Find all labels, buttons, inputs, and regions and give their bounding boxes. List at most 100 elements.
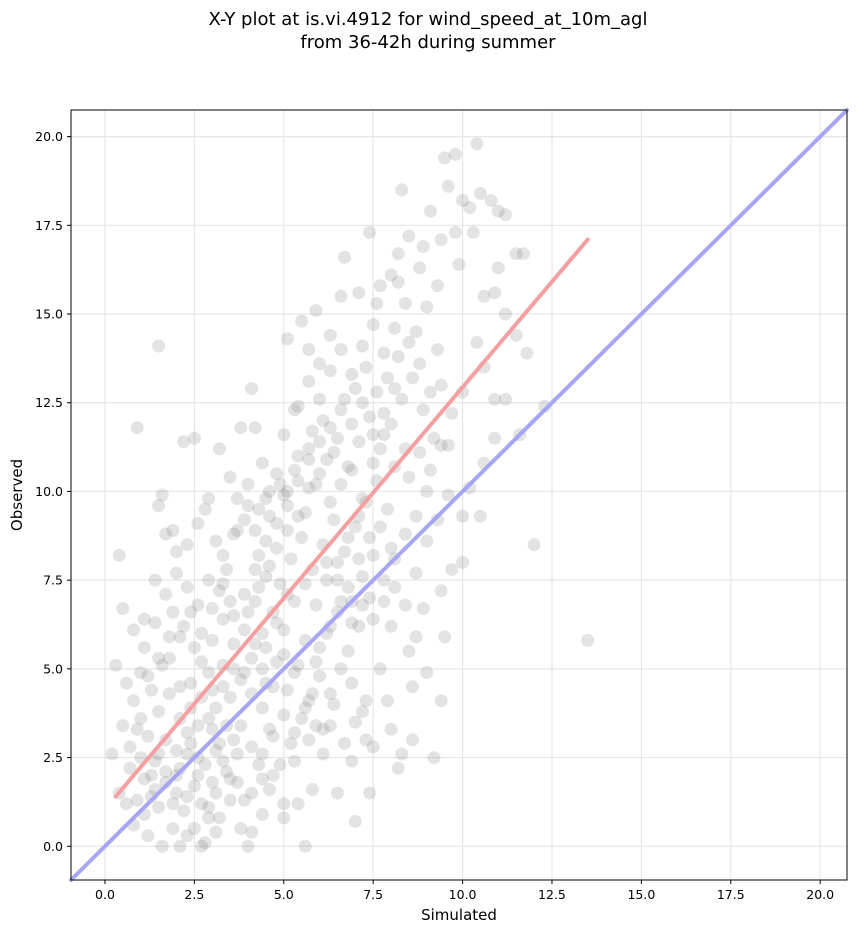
scatter-point <box>209 825 223 839</box>
scatter-point <box>470 137 484 151</box>
scatter-point <box>391 247 405 261</box>
scatter-point <box>277 648 291 662</box>
scatter-point <box>409 566 423 580</box>
scatter-point <box>177 804 191 818</box>
scatter-point <box>180 538 194 552</box>
scatter-point <box>413 357 427 371</box>
scatter-point <box>166 797 180 811</box>
scatter-point <box>348 715 362 729</box>
scatter-point <box>448 225 462 239</box>
scatter-point <box>255 747 269 761</box>
y-tick-label: 15.0 <box>35 307 63 322</box>
scatter-point <box>395 183 409 197</box>
scatter-point <box>155 839 169 853</box>
scatter-point <box>198 502 212 516</box>
scatter-point <box>298 577 312 591</box>
scatter-point <box>173 680 187 694</box>
scatter-point <box>241 477 255 491</box>
scatter-point <box>280 523 294 537</box>
scatter-point <box>195 839 209 853</box>
scatter-point <box>348 520 362 534</box>
scatter-point <box>212 811 226 825</box>
scatter-point <box>363 591 377 605</box>
scatter-point <box>420 665 434 679</box>
scatter-point <box>277 623 291 637</box>
scatter-point <box>270 541 284 555</box>
scatter-point <box>148 616 162 630</box>
scatter-point <box>366 318 380 332</box>
scatter-point <box>152 651 166 665</box>
scatter-point <box>520 346 534 360</box>
scatter-point <box>223 772 237 786</box>
scatter-point <box>280 499 294 513</box>
scatter-point <box>195 655 209 669</box>
scatter-point <box>323 619 337 633</box>
scatter-point <box>323 328 337 342</box>
scatter-point <box>245 740 259 754</box>
scatter-point <box>220 563 234 577</box>
scatter-point <box>191 516 205 530</box>
scatter-point <box>270 655 284 669</box>
scatter-point <box>205 775 219 789</box>
scatter-point <box>445 406 459 420</box>
x-axis-label: Simulated <box>421 906 497 924</box>
scatter-point <box>248 594 262 608</box>
scatter-point <box>173 839 187 853</box>
scatter-point <box>166 605 180 619</box>
scatter-point <box>334 343 348 357</box>
scatter-point <box>409 509 423 523</box>
scatter-point <box>230 775 244 789</box>
scatter-point <box>366 740 380 754</box>
scatter-point <box>491 261 505 275</box>
scatter-point <box>112 548 126 562</box>
scatter-point <box>227 527 241 541</box>
scatter-point <box>509 328 523 342</box>
scatter-point <box>227 733 241 747</box>
scatter-point <box>420 300 434 314</box>
scatter-point <box>255 772 269 786</box>
scatter-point <box>423 463 437 477</box>
scatter-point <box>248 563 262 577</box>
scatter-point <box>391 275 405 289</box>
scatter-point <box>313 357 327 371</box>
scatter-point <box>323 421 337 435</box>
chart-title: X-Y plot at is.vi.4912 for wind_speed_at… <box>208 9 648 53</box>
scatter-point <box>305 783 319 797</box>
scatter-point <box>237 513 251 527</box>
scatter-point <box>262 783 276 797</box>
scatter-point <box>262 559 276 573</box>
scatter-point <box>230 747 244 761</box>
scatter-point <box>352 435 366 449</box>
scatter-point <box>223 594 237 608</box>
scatter-point <box>191 768 205 782</box>
scatter-point <box>180 790 194 804</box>
scatter-point <box>380 694 394 708</box>
scatter-point <box>187 822 201 836</box>
scatter-point <box>105 747 119 761</box>
scatter-point <box>341 531 355 545</box>
scatter-point <box>184 605 198 619</box>
scatter-point <box>423 204 437 218</box>
scatter-point <box>441 179 455 193</box>
reference-lines <box>69 108 849 882</box>
scatter-point <box>355 598 369 612</box>
scatter-point <box>130 793 144 807</box>
scatter-point <box>488 431 502 445</box>
scatter-point <box>488 286 502 300</box>
scatter-point <box>431 279 445 293</box>
scatter-point <box>423 385 437 399</box>
scatter-point <box>241 839 255 853</box>
scatter-point <box>123 761 137 775</box>
scatter-point <box>305 687 319 701</box>
scatter-point <box>302 343 316 357</box>
scatter-point <box>327 697 341 711</box>
scatter-point <box>216 680 230 694</box>
scatter-point <box>144 768 158 782</box>
scatter-point <box>169 786 183 800</box>
scatter-point <box>345 417 359 431</box>
scatter-point <box>184 736 198 750</box>
scatter-point <box>288 403 302 417</box>
scatter-point <box>398 296 412 310</box>
scatter-point <box>273 758 287 772</box>
scatter-point <box>456 193 470 207</box>
